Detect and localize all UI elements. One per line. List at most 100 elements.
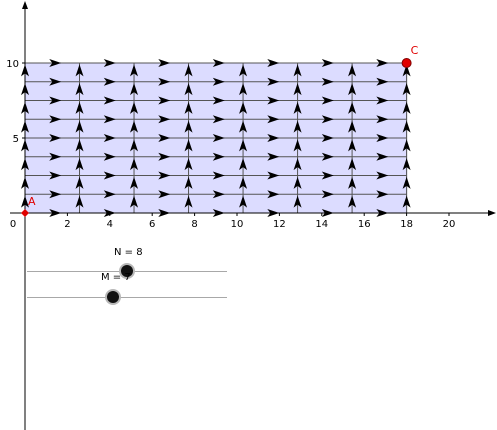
arrow-right-icon bbox=[158, 209, 171, 217]
arrow-up-icon bbox=[130, 139, 139, 152]
arrow-up-icon bbox=[239, 101, 248, 114]
arrow-up-icon bbox=[130, 83, 139, 96]
arrow-up-icon bbox=[293, 83, 302, 96]
x-axis-arrow-icon bbox=[488, 210, 496, 216]
arrow-up-icon bbox=[348, 101, 357, 114]
slider-m-track[interactable] bbox=[27, 297, 227, 298]
x-tick-label: 6 bbox=[149, 219, 155, 230]
arrow-up-icon bbox=[21, 195, 29, 208]
arrow-right-icon bbox=[376, 115, 389, 124]
arrow-up-icon bbox=[348, 120, 357, 133]
arrow-up-icon bbox=[402, 64, 411, 77]
arrow-up-icon bbox=[130, 195, 139, 208]
x-tick-label: 2 bbox=[64, 219, 70, 230]
x-tick-label: 16 bbox=[358, 219, 371, 230]
arrow-up-icon bbox=[130, 120, 139, 133]
arrow-right-icon bbox=[212, 152, 225, 161]
arrow-up-icon bbox=[402, 139, 411, 152]
arrow-right-icon bbox=[376, 59, 389, 67]
point-a-marker-icon[interactable] bbox=[21, 209, 29, 217]
arrow-right-icon bbox=[49, 59, 62, 67]
arrow-up-icon bbox=[130, 101, 139, 114]
arrow-up-icon bbox=[21, 101, 29, 114]
x-tick-label: 0 bbox=[10, 219, 16, 230]
x-tick-labels: 0 2 4 6 8 10 12 14 16 18 20 bbox=[10, 213, 455, 230]
arrow-up-icon bbox=[75, 120, 84, 133]
slider-m-handle[interactable] bbox=[106, 291, 119, 303]
arrow-up-icon bbox=[75, 195, 84, 208]
arrow-up-icon bbox=[184, 83, 193, 96]
arrow-up-icon bbox=[402, 101, 411, 114]
arrow-up-icon bbox=[293, 101, 302, 114]
arrow-right-icon bbox=[158, 59, 171, 67]
arrow-right-icon bbox=[103, 134, 116, 142]
arrow-up-icon bbox=[75, 139, 84, 152]
arrow-up-icon bbox=[184, 64, 193, 77]
arrow-right-icon bbox=[103, 77, 116, 86]
arrow-right-icon bbox=[212, 115, 225, 124]
x-tick-label: 8 bbox=[191, 219, 197, 230]
arrow-up-icon bbox=[239, 120, 248, 133]
arrow-up-icon bbox=[184, 120, 193, 133]
arrow-right-icon bbox=[376, 171, 389, 180]
arrow-right-icon bbox=[49, 77, 62, 86]
y-tick-label: 10 bbox=[6, 59, 19, 70]
arrow-up-icon bbox=[348, 176, 357, 189]
arrow-up-icon bbox=[402, 120, 411, 133]
arrow-up-icon bbox=[21, 83, 29, 96]
arrow-up-icon bbox=[293, 176, 302, 189]
arrow-up-icon bbox=[402, 195, 411, 208]
arrow-up-icon bbox=[293, 139, 302, 152]
arrow-right-icon bbox=[212, 134, 225, 142]
arrow-right-icon bbox=[212, 59, 225, 67]
arrow-right-icon bbox=[103, 209, 116, 217]
point-a-label: A bbox=[28, 195, 36, 208]
arrow-up-icon bbox=[21, 139, 29, 152]
arrow-right-icon bbox=[267, 77, 280, 86]
arrow-right-icon bbox=[321, 190, 334, 199]
arrow-up-icon bbox=[348, 83, 357, 96]
arrow-right-icon bbox=[267, 115, 280, 124]
arrow-up-icon bbox=[75, 83, 84, 96]
arrow-up-icon bbox=[21, 120, 29, 133]
arrow-right-icon bbox=[158, 77, 171, 86]
arrow-right-icon bbox=[49, 152, 62, 161]
point-a[interactable]: A bbox=[21, 195, 36, 217]
arrow-right-icon bbox=[321, 152, 334, 161]
slider-n-label: N = 8 bbox=[114, 247, 143, 258]
arrow-up-icon bbox=[348, 158, 357, 171]
arrow-up-icon bbox=[402, 158, 411, 171]
arrow-up-icon bbox=[130, 158, 139, 171]
arrow-up-icon bbox=[184, 139, 193, 152]
arrow-up-icon bbox=[21, 158, 29, 171]
arrow-up-icon bbox=[239, 139, 248, 152]
slider-n-handle[interactable] bbox=[121, 265, 133, 277]
y-axis-arrow-icon bbox=[22, 1, 28, 9]
point-c-marker-icon[interactable] bbox=[401, 58, 412, 68]
arrow-right-icon bbox=[321, 59, 334, 67]
arrow-up-icon bbox=[130, 176, 139, 189]
arrow-right-icon bbox=[158, 134, 171, 142]
arrow-right-icon bbox=[158, 115, 171, 124]
arrow-up-icon bbox=[293, 64, 302, 77]
arrow-right-icon bbox=[158, 96, 171, 105]
arrow-right-icon bbox=[376, 134, 389, 142]
arrow-right-icon bbox=[376, 77, 389, 86]
arrow-right-icon bbox=[267, 171, 280, 180]
arrow-up-icon bbox=[239, 64, 248, 77]
arrow-right-icon bbox=[49, 115, 62, 124]
x-tick-label: 14 bbox=[315, 219, 328, 230]
arrow-up-icon bbox=[75, 176, 84, 189]
arrow-right-icon bbox=[158, 171, 171, 180]
x-tick-label: 12 bbox=[273, 219, 286, 230]
arrow-right-icon bbox=[267, 152, 280, 161]
x-tick-label: 18 bbox=[400, 219, 413, 230]
axes bbox=[10, 1, 496, 430]
arrow-up-icon bbox=[75, 64, 84, 77]
arrow-right-icon bbox=[49, 96, 62, 105]
arrow-right-icon bbox=[103, 115, 116, 124]
arrow-up-icon bbox=[239, 176, 248, 189]
arrow-right-icon bbox=[376, 152, 389, 161]
point-c[interactable]: C bbox=[401, 44, 419, 68]
